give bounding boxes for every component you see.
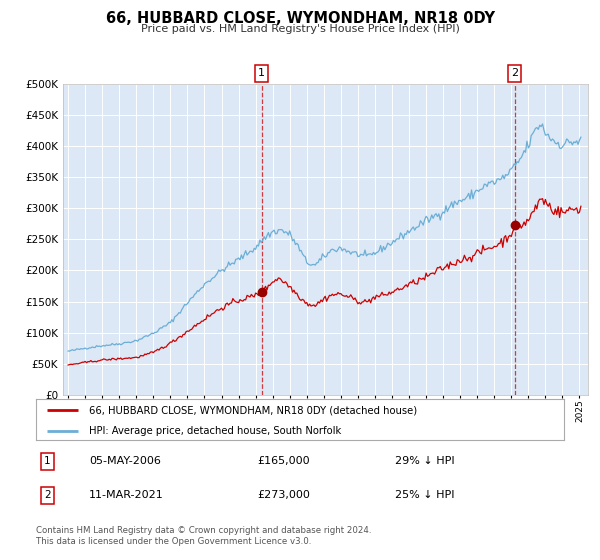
Text: £165,000: £165,000 — [258, 456, 310, 466]
Text: 2: 2 — [511, 68, 518, 78]
Text: Price paid vs. HM Land Registry's House Price Index (HPI): Price paid vs. HM Land Registry's House … — [140, 24, 460, 34]
Text: 66, HUBBARD CLOSE, WYMONDHAM, NR18 0DY: 66, HUBBARD CLOSE, WYMONDHAM, NR18 0DY — [106, 11, 494, 26]
Text: 66, HUBBARD CLOSE, WYMONDHAM, NR18 0DY (detached house): 66, HUBBARD CLOSE, WYMONDHAM, NR18 0DY (… — [89, 405, 417, 415]
Text: HPI: Average price, detached house, South Norfolk: HPI: Average price, detached house, Sout… — [89, 426, 341, 436]
Text: 05-MAY-2006: 05-MAY-2006 — [89, 456, 161, 466]
Text: £273,000: £273,000 — [258, 491, 311, 501]
Text: 2: 2 — [44, 491, 51, 501]
Text: 25% ↓ HPI: 25% ↓ HPI — [395, 491, 455, 501]
Text: 1: 1 — [258, 68, 265, 78]
Text: 1: 1 — [44, 456, 51, 466]
Text: Contains HM Land Registry data © Crown copyright and database right 2024.
This d: Contains HM Land Registry data © Crown c… — [36, 526, 371, 546]
Text: 29% ↓ HPI: 29% ↓ HPI — [395, 456, 455, 466]
Text: 11-MAR-2021: 11-MAR-2021 — [89, 491, 164, 501]
